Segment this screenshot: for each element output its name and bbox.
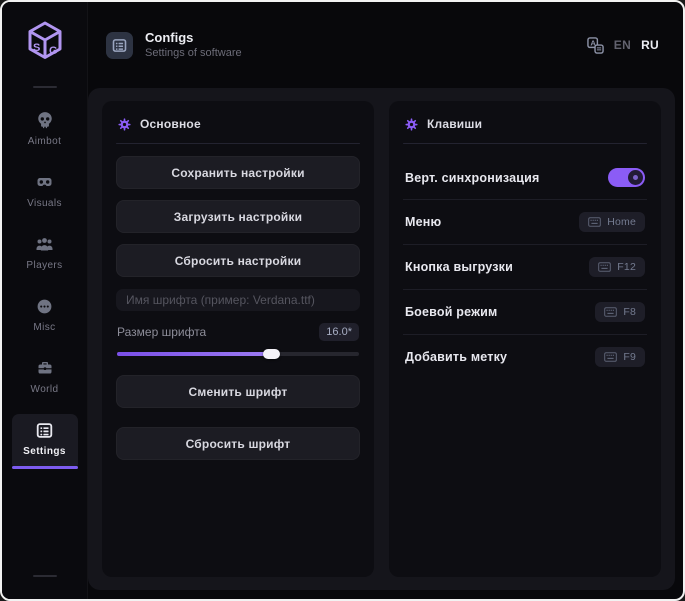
- font-size-value[interactable]: 16.0*: [319, 323, 359, 341]
- main-area: Configs Settings of software A: [88, 2, 683, 599]
- gear-icon: [405, 117, 418, 131]
- keybind-value: Home: [607, 216, 636, 228]
- page-subtitle: Settings of software: [145, 47, 242, 59]
- section-header: Клавиши: [403, 113, 647, 131]
- briefcase-icon: [35, 359, 55, 377]
- menu-keybind[interactable]: Home: [579, 212, 645, 232]
- sidebar-item-label: World: [30, 384, 59, 395]
- setting-label: Добавить метку: [405, 350, 508, 364]
- load-settings-button[interactable]: Загрузить настройки: [116, 200, 360, 233]
- sidebar-item-label: Misc: [33, 322, 56, 333]
- section-title: Основное: [140, 117, 201, 131]
- add-mark-keybind[interactable]: F9: [595, 347, 645, 367]
- sidebar-item-players[interactable]: Players: [12, 228, 78, 277]
- unload-keybind[interactable]: F12: [589, 257, 645, 277]
- keys-section: Клавиши Верт. синхронизация Меню: [389, 101, 661, 577]
- keyboard-icon: [588, 217, 602, 227]
- sidebar-item-label: Aimbot: [27, 136, 62, 147]
- svg-text:G: G: [49, 45, 58, 57]
- vsync-toggle[interactable]: [608, 168, 645, 187]
- toggle-knob: [628, 170, 643, 185]
- setting-label: Кнопка выгрузки: [405, 260, 514, 274]
- sidebar-item-visuals[interactable]: Visuals: [12, 166, 78, 215]
- setting-row-menu-key: Меню Home: [403, 200, 647, 245]
- setting-label: Меню: [405, 215, 442, 229]
- save-settings-button[interactable]: Сохранить настройки: [116, 156, 360, 189]
- font-size-row: Размер шрифта 16.0*: [117, 323, 359, 341]
- sidebar-divider-bottom: [32, 575, 57, 577]
- keyboard-icon: [604, 352, 618, 362]
- sidebar-nav: Aimbot Visuals: [2, 98, 87, 575]
- setting-label: Боевой режим: [405, 305, 498, 319]
- setting-row-unload-key: Кнопка выгрузки: [403, 245, 647, 290]
- setting-row-add-mark-key: Добавить метку: [403, 335, 647, 379]
- slider-thumb[interactable]: [262, 349, 280, 359]
- players-icon: [35, 235, 55, 253]
- font-size-slider[interactable]: [117, 349, 359, 359]
- svg-text:A: A: [590, 38, 596, 47]
- keyboard-icon: [598, 262, 612, 272]
- setting-row-vsync: Верт. синхронизация: [403, 156, 647, 200]
- sidebar-item-misc[interactable]: Misc: [12, 290, 78, 339]
- header-title-group: Configs Settings of software: [106, 30, 242, 60]
- sidebar-item-aimbot[interactable]: Aimbot: [12, 104, 78, 153]
- lang-ru[interactable]: RU: [641, 38, 659, 52]
- svg-text:S: S: [33, 42, 40, 54]
- active-item-indicator: [11, 466, 78, 469]
- settings-list-icon: [35, 421, 55, 439]
- section-divider: [403, 143, 647, 144]
- sidebar-item-label: Settings: [23, 446, 66, 457]
- keybind-value: F9: [623, 351, 636, 363]
- sidebar-item-label: Players: [26, 260, 63, 271]
- reset-font-button[interactable]: Сбросить шрифт: [116, 427, 360, 460]
- section-header: Основное: [116, 113, 360, 131]
- gear-icon: [118, 117, 131, 131]
- cube-icon: S G: [28, 21, 61, 59]
- keybind-value: F12: [617, 261, 636, 273]
- setting-row-combat-key: Боевой режим: [403, 290, 647, 335]
- content-panel: Основное Сохранить настройки Загрузить н…: [88, 88, 675, 590]
- setting-label: Верт. синхронизация: [405, 170, 540, 185]
- main-settings-section: Основное Сохранить настройки Загрузить н…: [102, 101, 374, 577]
- page-title: Configs: [145, 30, 194, 45]
- font-size-label: Размер шрифта: [117, 325, 207, 339]
- font-name-input[interactable]: [116, 289, 360, 311]
- skull-icon: [35, 111, 55, 129]
- keyboard-icon: [604, 307, 618, 317]
- lang-en[interactable]: EN: [613, 38, 632, 52]
- combat-keybind[interactable]: F8: [595, 302, 645, 322]
- section-divider: [116, 143, 360, 144]
- language-switcher: A EN RU: [587, 36, 659, 54]
- configs-list-icon: [106, 31, 133, 59]
- translate-icon[interactable]: A: [587, 36, 604, 54]
- slider-fill: [117, 349, 280, 359]
- misc-circle-icon: [35, 297, 55, 315]
- page-header: Configs Settings of software A: [88, 2, 683, 88]
- keybind-value: F8: [623, 306, 636, 318]
- sg-cube-logo: S G: [22, 18, 68, 66]
- vr-goggles-icon: [35, 173, 55, 191]
- reset-settings-button[interactable]: Сбросить настройки: [116, 244, 360, 277]
- sidebar-divider-top: [32, 86, 57, 88]
- section-title: Клавиши: [427, 117, 483, 131]
- sidebar: S G Aimbot: [2, 2, 88, 599]
- sidebar-item-label: Visuals: [27, 198, 62, 209]
- sidebar-item-world[interactable]: World: [12, 352, 78, 401]
- sidebar-item-settings[interactable]: Settings: [11, 414, 78, 466]
- change-font-button[interactable]: Сменить шрифт: [116, 375, 360, 408]
